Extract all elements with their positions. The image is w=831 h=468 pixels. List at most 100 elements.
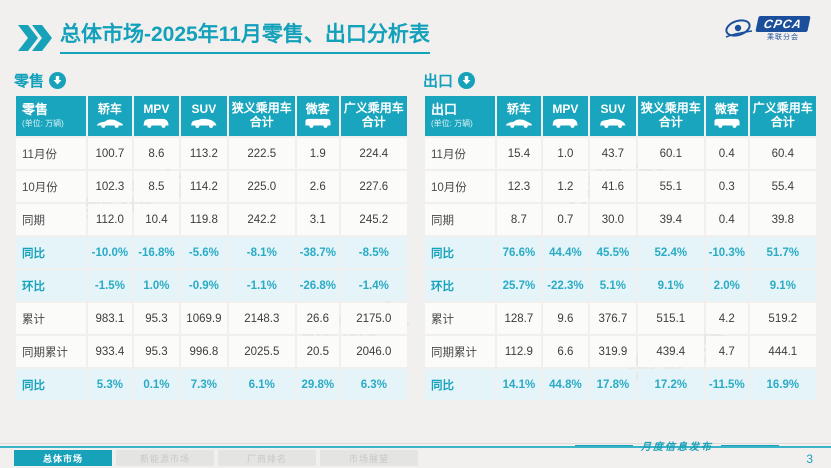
cpca-subtext: 乘联分会 [766,34,799,41]
tab-nev-market[interactable]: 新能源市场 [116,450,214,466]
table-cell: -16.8% [133,237,180,268]
table-cell: 1.0 [542,138,589,169]
table-cell: 100.7 [88,138,132,169]
table-cell: -38.7% [296,237,339,268]
table-cell: 7.3% [181,369,227,400]
row-label: 同比 [425,237,496,268]
microvan-icon [706,117,748,129]
table-cell: 102.3 [88,171,132,202]
divider [0,443,831,444]
table-cell: 983.1 [88,303,132,334]
export-section-label: 出口 [423,72,454,90]
cpca-logo-text: CPCA 乘联分会 [755,16,811,41]
microvan-icon [297,117,339,129]
table-cell: 2148.3 [228,303,295,334]
row-label: 累计 [425,303,496,334]
cpca-badge: CPCA [755,16,811,32]
table-cell: 8.6 [133,138,180,169]
row-label: 10月份 [425,171,496,202]
table-cell: 0.4 [705,204,748,235]
column-header: 轿车 [497,96,541,136]
column-header: 狭义乘用车 合计 [228,96,295,136]
row-label: 环比 [16,270,87,301]
table-cell: 444.1 [749,336,816,367]
page-number: 3 [806,452,813,466]
tables-area: 零售 零售 (单位: 万辆) 轿车 MPV SUV 狭义乘用车 合计 微客 广义乘用车 合计 … [14,68,818,402]
column-header: MPV [133,96,180,136]
table-row: 11月份 15.4 1.0 43.7 60.1 0.4 60.4 [425,138,816,169]
table-cell: -1.4% [340,270,407,301]
table-cell: 245.2 [340,204,407,235]
table-cell: 3.1 [296,204,339,235]
column-header: MPV [542,96,589,136]
table-cell: 5.3% [88,369,132,400]
table-cell: 60.1 [637,138,704,169]
tab-market-outlook[interactable]: 市场展望 [320,450,418,466]
table-cell: -5.6% [181,237,227,268]
table-cell: 17.8% [590,369,636,400]
down-arrow-icon [458,71,476,89]
table-cell: 0.4 [705,138,748,169]
row-label: 同期 [425,204,496,235]
table-cell: 6.3% [340,369,407,400]
table-cell: 9.1% [749,270,816,301]
table-cell: 439.4 [637,336,704,367]
table-cell: 30.0 [590,204,636,235]
table-cell: 119.8 [181,204,227,235]
table-cell: 14.1% [497,369,541,400]
table-cell: 55.4 [749,171,816,202]
retail-table: 零售 (单位: 万辆) 轿车 MPV SUV 狭义乘用车 合计 微客 广义乘用车 合计 11月… [14,94,409,402]
tab-oem-ranking[interactable]: 厂商排名 [218,450,316,466]
footer-note-text: 月度信息发布 [641,442,713,453]
table-cell: 224.4 [340,138,407,169]
bottom-accent-rule [0,446,831,448]
header-row: 零售 (单位: 万辆) 轿车 MPV SUV 狭义乘用车 合计 微客 广义乘用车 合计 [16,96,407,136]
title-bar: 总体市场-2025年11月零售、出口分析表 CPCA 乘联分会 [18,16,813,60]
row-label: 11月份 [16,138,87,169]
row-label: 环比 [425,270,496,301]
table-cell: 39.8 [749,204,816,235]
column-header: SUV [590,96,636,136]
table-cell: -1.1% [228,270,295,301]
table-cell: 95.3 [133,336,180,367]
table-cell: 319.9 [590,336,636,367]
table-cell: 376.7 [590,303,636,334]
row-label: 累计 [16,303,87,334]
table-cell: -0.9% [181,270,227,301]
double-chevron-icon [18,25,52,51]
table-cell: 55.1 [637,171,704,202]
table-row: 环比 25.7% -22.3% 5.1% 9.1% 2.0% 9.1% [425,270,816,301]
table-cell: 933.4 [88,336,132,367]
table-row: 同期 112.0 10.4 119.8 242.2 3.1 245.2 [16,204,407,235]
table-cell: 515.1 [637,303,704,334]
table-row: 同比 -10.0% -16.8% -5.6% -8.1% -38.7% -8.5% [16,237,407,268]
header-row: 出口 (单位: 万辆) 轿车 MPV SUV 狭义乘用车 合计 微客 广义乘用车 合计 [425,96,816,136]
table-corner-cell: 出口 (单位: 万辆) [425,96,496,136]
table-cell: 1.0% [133,270,180,301]
table-cell: 60.4 [749,138,816,169]
footer-dash-right [721,445,779,446]
sedan-icon [88,117,132,129]
row-label: 同期 [16,204,87,235]
table-cell: 0.3 [705,171,748,202]
table-cell: 1069.9 [181,303,227,334]
table-cell: 2046.0 [340,336,407,367]
sedan-icon [497,117,541,129]
footer-note: 月度信息发布 [575,438,779,453]
table-cell: 114.2 [181,171,227,202]
footer-dash-left [575,445,633,446]
table-cell: 51.7% [749,237,816,268]
table-cell: 0.7 [542,204,589,235]
tab-overall-market[interactable]: 总体市场 [14,450,112,466]
table-cell: 8.5 [133,171,180,202]
row-label: 10月份 [16,171,87,202]
table-cell: 2.6 [296,171,339,202]
table-cell: 9.1% [637,270,704,301]
table-row: 同期 8.7 0.7 30.0 39.4 0.4 39.8 [425,204,816,235]
table-row: 同比 14.1% 44.8% 17.8% 17.2% -11.5% 16.9% [425,369,816,400]
table-cell: 4.7 [705,336,748,367]
table-cell: 9.6 [542,303,589,334]
table-cell: 43.7 [590,138,636,169]
table-row: 同期累计 112.9 6.6 319.9 439.4 4.7 444.1 [425,336,816,367]
cpca-logo: CPCA 乘联分会 [723,16,811,41]
